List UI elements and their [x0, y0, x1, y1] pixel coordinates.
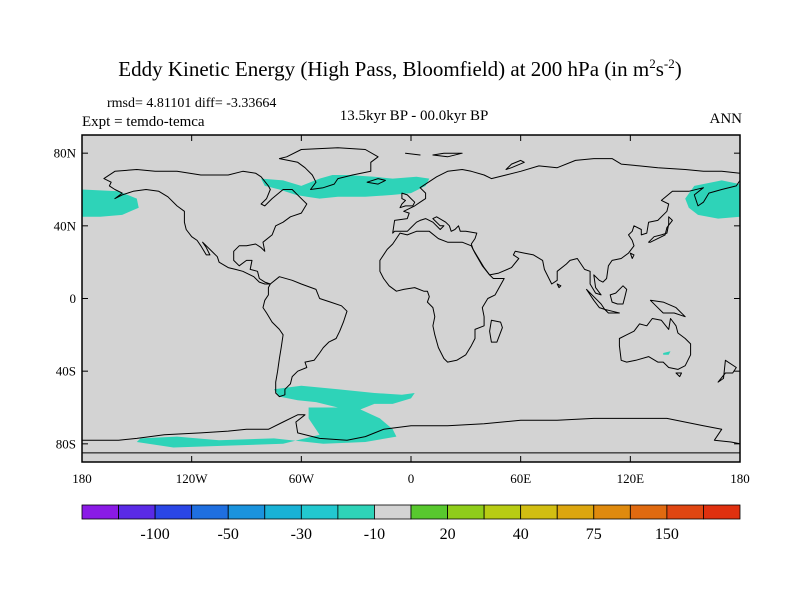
colorbar-box	[154, 504, 193, 520]
lon-tick-label: 180	[730, 471, 750, 486]
colorbar-box	[666, 504, 704, 520]
coastline	[392, 158, 741, 296]
colorbar-box	[300, 504, 339, 520]
coastline	[262, 276, 348, 398]
coastline	[432, 152, 463, 158]
colorbar-box	[520, 504, 558, 520]
coastline	[103, 169, 308, 285]
anomaly-areas	[82, 175, 740, 448]
lon-tick-label: 180	[72, 471, 92, 486]
coastline	[649, 299, 686, 318]
coastline	[366, 178, 386, 185]
lon-tick-label: 60E	[510, 471, 531, 486]
coastline	[648, 216, 673, 243]
anomaly-shading	[261, 175, 430, 199]
anomaly-shading	[136, 407, 397, 448]
coastline	[278, 147, 379, 190]
colorbar-label: 150	[655, 526, 679, 543]
coastline	[556, 283, 562, 289]
colorbar-box	[629, 504, 668, 520]
colorbar-label: -30	[291, 526, 312, 543]
anomaly-shading	[685, 180, 740, 219]
colorbar-label: -100	[140, 526, 169, 543]
coastline	[604, 308, 620, 314]
colorbar-box	[81, 504, 119, 520]
anomaly-shading	[273, 385, 415, 412]
lat-tick-label: 80N	[54, 146, 77, 161]
colorbar-label: -10	[364, 526, 385, 543]
period-label: 13.5kyr BP - 00.0kyr BP	[339, 108, 489, 124]
lon-tick-label: 120W	[176, 471, 209, 486]
colorbar-box	[483, 504, 522, 520]
coastline	[489, 319, 503, 343]
colorbar-box	[264, 504, 302, 520]
colorbar-label: -50	[218, 526, 239, 543]
colorbar-box	[410, 504, 448, 520]
coastline	[618, 318, 692, 370]
coastline	[609, 285, 628, 305]
colorbar-box	[556, 504, 595, 520]
coastline	[717, 359, 737, 383]
colorbar-label: 20	[440, 526, 456, 543]
stats-line: rmsd= 4.81101 diff= -3.33664	[107, 96, 277, 111]
coastline	[399, 192, 416, 209]
lat-tick-label: 0	[70, 291, 77, 306]
lon-tick-label: 60W	[289, 471, 315, 486]
lat-tick-label: 40N	[54, 218, 77, 233]
lat-tick-label: 80S	[56, 436, 76, 451]
colorbar-box	[337, 504, 375, 520]
coastline	[675, 372, 682, 378]
coastline	[405, 152, 421, 156]
colorbar-box	[191, 504, 229, 520]
colorbar-box	[447, 504, 485, 520]
lat-tick-label: 40S	[56, 364, 76, 379]
anomaly-shading	[663, 351, 671, 355]
coastline	[505, 159, 525, 170]
colorbar-box	[593, 504, 631, 520]
latitude-axis: 80N 40N 0 40S 80S	[54, 146, 740, 451]
plot-title: Eddy Kinetic Energy (High Pass, Bloomfie…	[118, 56, 682, 81]
longitude-axis: 180 120W 60W 0 60E 120E 180	[72, 135, 750, 486]
colorbar-label: 40	[513, 526, 529, 543]
colorbar-box	[118, 504, 156, 520]
lon-tick-label: 120E	[617, 471, 645, 486]
colorbar-box	[703, 504, 741, 520]
lon-tick-label: 0	[408, 471, 415, 486]
colorbar-box	[227, 504, 266, 520]
colorbar: -100 -50 -30 -10 20 40 75 150	[81, 504, 741, 543]
colorbar-box	[374, 504, 412, 520]
colorbar-label: 75	[586, 526, 602, 543]
map-panel: 80N 40N 0 40S 80S 180 120W 60W 0 60E 120E 180	[54, 134, 750, 486]
coastline	[379, 230, 505, 363]
season-label: ANN	[709, 111, 743, 127]
coastline	[629, 252, 635, 259]
anomaly-shading	[82, 189, 139, 217]
coastline	[81, 414, 741, 454]
experiment-label: Expt = temdo-temca	[82, 114, 205, 130]
continents	[81, 147, 741, 454]
